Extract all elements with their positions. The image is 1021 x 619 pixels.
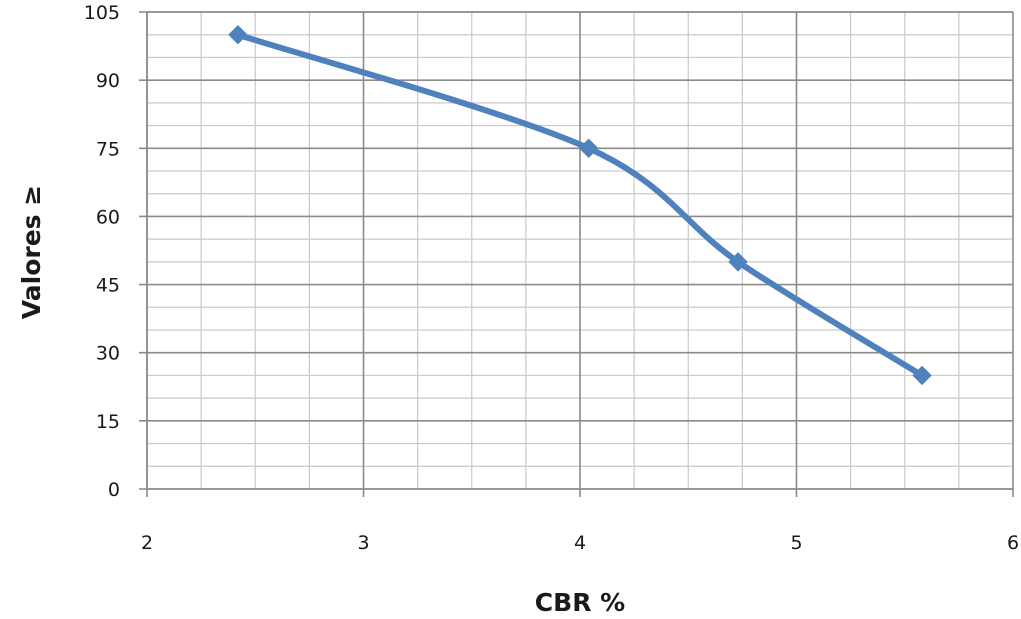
gridlines — [139, 11, 1014, 497]
x-tick-label: 3 — [357, 532, 369, 554]
data-point-marker — [728, 252, 748, 272]
x-axis-title: CBR % — [535, 588, 625, 617]
y-tick-label: 15 — [96, 411, 120, 433]
x-tick-label: 6 — [1007, 532, 1019, 554]
x-tick-label: 5 — [790, 532, 802, 554]
y-tick-label: 90 — [96, 70, 120, 92]
x-tick-label: 2 — [141, 532, 153, 554]
y-tick-label: 30 — [96, 343, 120, 365]
axes — [146, 12, 1013, 490]
y-tick-label: 105 — [84, 2, 120, 24]
x-tick-label: 4 — [574, 532, 586, 554]
series — [228, 25, 932, 386]
y-tick-label: 75 — [96, 138, 120, 160]
data-point-marker — [228, 25, 248, 45]
data-point-marker — [578, 138, 599, 158]
y-tick-label: 60 — [96, 206, 120, 228]
y-tick-label: 0 — [108, 479, 120, 501]
data-point-marker — [912, 365, 932, 386]
y-axis-title: Valores ≥ — [17, 185, 46, 319]
y-tick-label: 45 — [96, 275, 120, 297]
series-line — [234, 31, 926, 379]
